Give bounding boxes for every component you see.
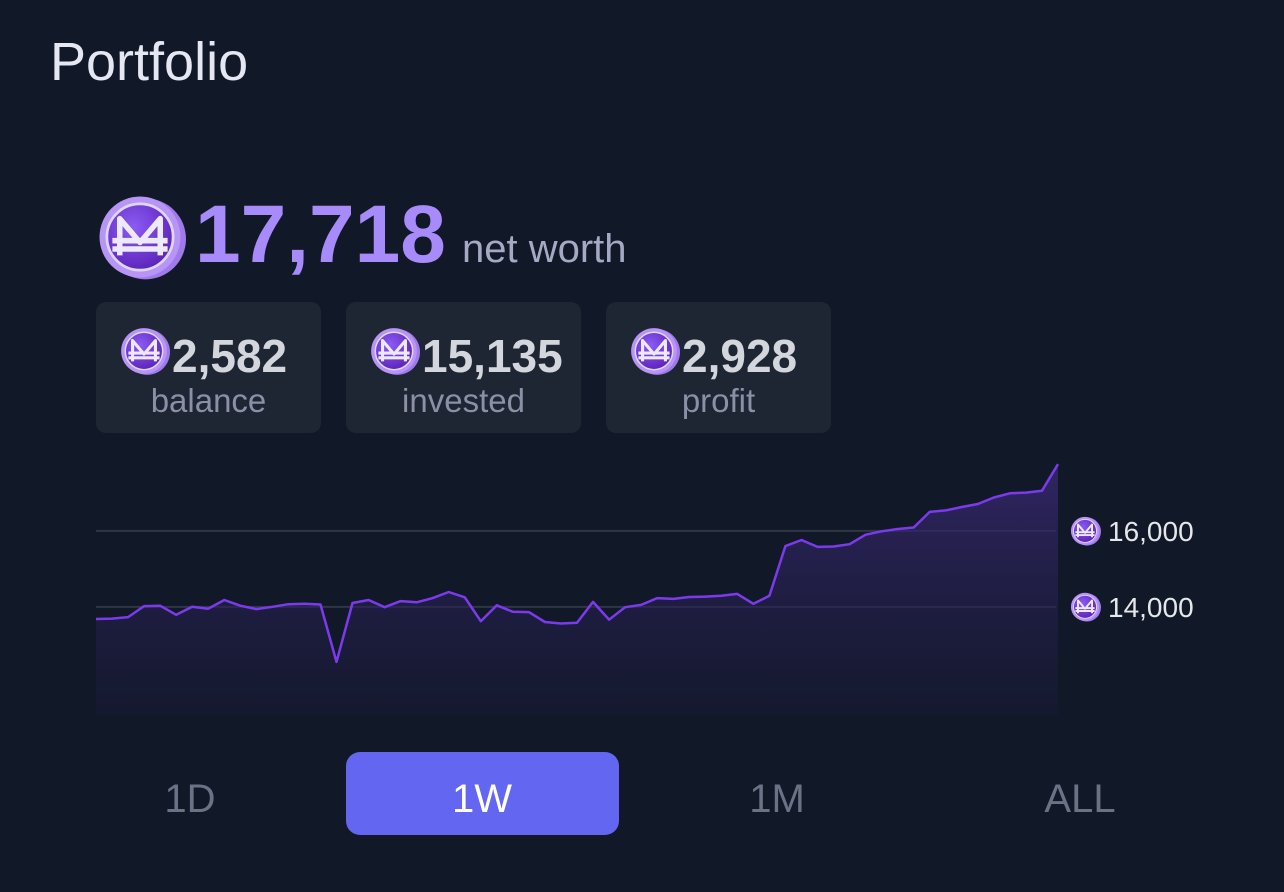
- range-tab[interactable]: 1M: [749, 777, 805, 821]
- area: [96, 464, 1058, 715]
- range-tab[interactable]: 1D: [164, 777, 215, 821]
- stat-label: invested: [402, 382, 525, 419]
- range-tab[interactable]: 1W: [346, 752, 619, 835]
- y-tick-label: 14,000: [1108, 592, 1194, 623]
- active-tab-background[interactable]: [346, 752, 619, 835]
- stat-value: 2,928: [682, 330, 797, 382]
- stat-value: 15,135: [422, 330, 563, 382]
- chart: 16,000 14,000: [95, 463, 1194, 715]
- tab-label[interactable]: 1D: [164, 777, 215, 821]
- stat-value: 2,582: [172, 330, 287, 382]
- tab-label[interactable]: 1M: [749, 777, 805, 821]
- stat-label: profit: [682, 382, 755, 419]
- stat-label: balance: [151, 382, 267, 419]
- tab-label[interactable]: 1W: [452, 777, 512, 821]
- line: [95, 463, 1060, 664]
- range-tab[interactable]: ALL: [1044, 777, 1115, 821]
- y-tick-label: 16,000: [1108, 516, 1194, 547]
- net-worth-label: net worth: [462, 227, 627, 271]
- tab-label[interactable]: ALL: [1044, 777, 1115, 821]
- page-title: Portfolio: [50, 32, 248, 92]
- range-tabs: 1D 1W 1M ALL: [164, 752, 1116, 835]
- net-worth-value: 17,718: [195, 189, 446, 280]
